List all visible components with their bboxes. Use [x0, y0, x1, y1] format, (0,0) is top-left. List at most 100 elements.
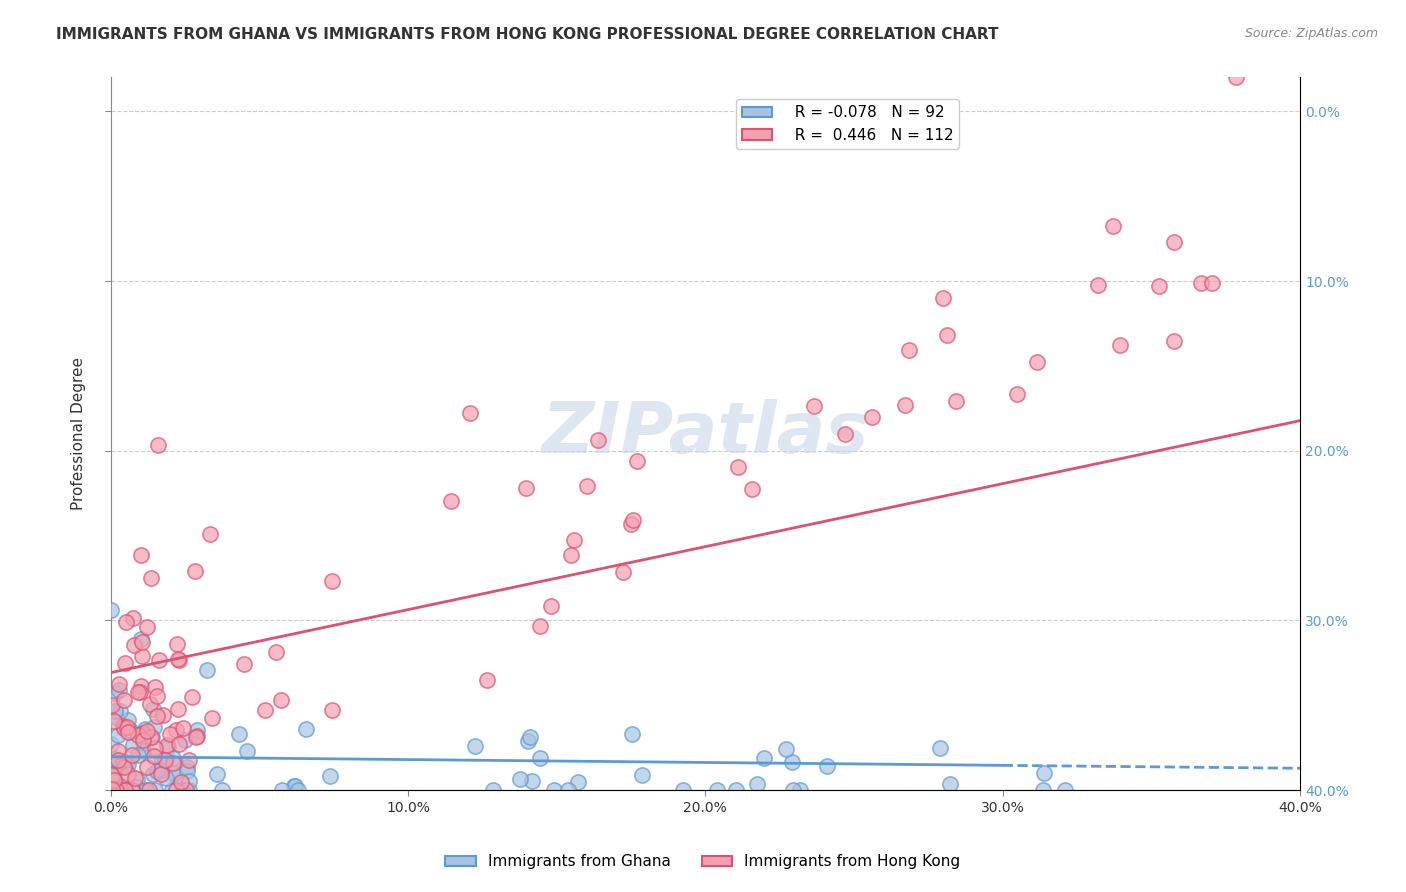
Point — [198, 527, 221, 541]
Point — [174, 783, 197, 797]
Point — [121, 748, 143, 763]
Point — [115, 756, 138, 770]
Point — [121, 738, 143, 752]
Point — [124, 771, 146, 785]
Point — [945, 393, 967, 408]
Point — [626, 454, 648, 468]
Point — [163, 765, 186, 780]
Point — [741, 482, 763, 496]
Point — [283, 779, 305, 793]
Point — [174, 732, 197, 747]
Point — [458, 406, 481, 420]
Point — [155, 771, 177, 785]
Point — [134, 723, 156, 737]
Point — [745, 777, 768, 791]
Point — [1102, 219, 1125, 233]
Point — [254, 702, 277, 716]
Point — [173, 783, 195, 797]
Point — [150, 753, 173, 767]
Point — [148, 652, 170, 666]
Point — [295, 723, 318, 737]
Point — [201, 711, 224, 725]
Point — [111, 779, 134, 793]
Point — [104, 704, 127, 718]
Point — [576, 478, 599, 492]
Point — [287, 783, 309, 797]
Point — [101, 767, 124, 781]
Point — [149, 764, 172, 778]
Point — [131, 733, 153, 747]
Point — [706, 783, 728, 797]
Point — [131, 648, 153, 663]
Point — [567, 775, 589, 789]
Point — [127, 748, 149, 763]
Point — [128, 685, 150, 699]
Point — [562, 533, 585, 548]
Point — [834, 427, 856, 442]
Point — [727, 459, 749, 474]
Point — [782, 783, 804, 797]
Point — [179, 783, 201, 797]
Point — [132, 726, 155, 740]
Point — [121, 783, 143, 797]
Point — [115, 615, 138, 630]
Point — [775, 742, 797, 756]
Point — [519, 730, 541, 744]
Point — [112, 760, 135, 774]
Point — [1189, 276, 1212, 290]
Point — [207, 767, 229, 781]
Point — [529, 619, 551, 633]
Point — [195, 663, 218, 677]
Point — [169, 737, 191, 751]
Point — [110, 760, 132, 774]
Text: IMMIGRANTS FROM GHANA VS IMMIGRANTS FROM HONG KONG PROFESSIONAL DEGREE CORRELATI: IMMIGRANTS FROM GHANA VS IMMIGRANTS FROM… — [56, 27, 998, 42]
Point — [1026, 354, 1049, 368]
Point — [162, 751, 184, 765]
Point — [172, 721, 194, 735]
Point — [170, 775, 193, 789]
Point — [482, 783, 505, 797]
Point — [135, 760, 157, 774]
Point — [127, 685, 149, 699]
Point — [156, 738, 179, 752]
Point — [104, 686, 127, 700]
Point — [125, 772, 148, 787]
Point — [146, 689, 169, 703]
Point — [898, 343, 921, 358]
Point — [929, 741, 952, 756]
Point — [932, 291, 955, 305]
Point — [619, 517, 641, 532]
Point — [264, 645, 287, 659]
Point — [186, 723, 208, 738]
Point — [111, 719, 134, 733]
Point — [181, 690, 204, 704]
Point — [122, 638, 145, 652]
Point — [115, 783, 138, 797]
Point — [803, 400, 825, 414]
Point — [114, 657, 136, 671]
Point — [270, 693, 292, 707]
Point — [588, 433, 610, 447]
Point — [156, 739, 179, 754]
Point — [862, 409, 884, 424]
Point — [107, 753, 129, 767]
Point — [143, 741, 166, 756]
Point — [1163, 334, 1185, 349]
Point — [146, 709, 169, 723]
Point — [166, 702, 188, 716]
Point — [115, 783, 138, 797]
Point — [1201, 277, 1223, 291]
Legend:   R = -0.078   N = 92,   R =  0.446   N = 112: R = -0.078 N = 92, R = 0.446 N = 112 — [735, 99, 959, 149]
Point — [155, 753, 177, 767]
Point — [165, 723, 187, 737]
Point — [176, 764, 198, 778]
Text: ZIPatlas: ZIPatlas — [541, 400, 869, 468]
Point — [236, 744, 259, 758]
Point — [120, 724, 142, 739]
Text: Source: ZipAtlas.com: Source: ZipAtlas.com — [1244, 27, 1378, 40]
Point — [177, 753, 200, 767]
Point — [165, 769, 187, 783]
Point — [110, 704, 132, 718]
Point — [112, 754, 135, 768]
Point — [752, 750, 775, 764]
